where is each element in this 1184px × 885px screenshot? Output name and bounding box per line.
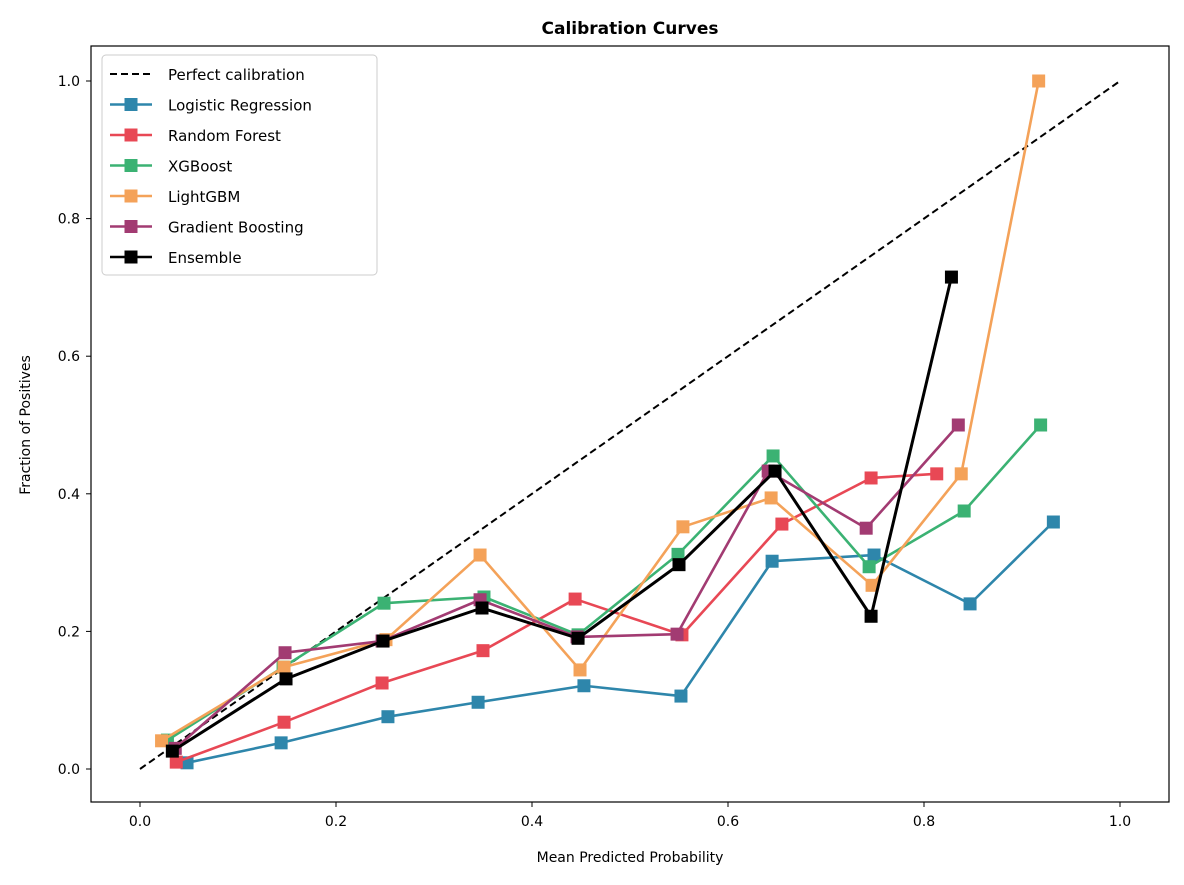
- y-axis-label: Fraction of Positives: [18, 355, 34, 495]
- logistic-regression-point: [765, 554, 779, 568]
- logistic-regression-point: [577, 679, 591, 693]
- plot-frame: [90, 45, 1170, 803]
- legend-label-perfect-calibration: Perfect calibration: [168, 66, 305, 84]
- legend-label-lightgbm: LightGBM: [168, 188, 240, 206]
- lightgbm-point: [1032, 74, 1046, 88]
- logistic-regression-point: [471, 695, 485, 709]
- legend-marker-random-forest: [124, 128, 138, 142]
- xgboost-point: [766, 449, 780, 463]
- x-tick-label: 0.2: [325, 814, 347, 830]
- random-forest-point: [930, 467, 944, 481]
- lightgbm-point: [676, 520, 690, 534]
- y-tick-label: 1.0: [58, 74, 80, 90]
- xgboost-point: [1034, 418, 1048, 432]
- legend-label-ensemble: Ensemble: [168, 249, 242, 267]
- y-tick-label: 0.6: [58, 349, 80, 365]
- y-tick-label: 0.0: [58, 762, 80, 778]
- legend-label-xgboost: XGBoost: [168, 158, 232, 176]
- lightgbm-point: [573, 663, 587, 677]
- ensemble-point: [768, 464, 782, 478]
- legend-marker-gradient-boosting: [124, 220, 138, 233]
- logistic-regression-point: [963, 597, 977, 611]
- ensemble-point: [475, 601, 489, 615]
- x-tick-label: 0.0: [129, 814, 151, 830]
- random-forest-point: [375, 676, 389, 690]
- x-tick-label: 1.0: [1109, 814, 1131, 830]
- gradient-boosting-point: [951, 418, 965, 432]
- ensemble-point: [864, 609, 878, 623]
- legend-label-gradient-boosting: Gradient Boosting: [168, 219, 304, 237]
- lightgbm-point: [954, 467, 968, 481]
- random-forest-point: [476, 644, 490, 658]
- x-tick-label: 0.8: [913, 814, 935, 830]
- lightgbm-point: [277, 660, 291, 674]
- gradient-boosting-point: [859, 521, 873, 535]
- legend-box: [101, 54, 378, 276]
- lightgbm-point: [865, 578, 879, 592]
- xgboost-point: [377, 596, 391, 610]
- lightgbm-point: [764, 491, 778, 505]
- y-tick-label: 0.2: [58, 624, 80, 640]
- logistic-regression-point: [274, 736, 288, 750]
- logistic-regression-point: [381, 710, 395, 724]
- ensemble-point: [672, 558, 686, 572]
- legend-marker-logistic-regression: [124, 98, 138, 111]
- x-axis-label: Mean Predicted Probability: [537, 850, 724, 866]
- ensemble-point: [376, 634, 390, 648]
- random-forest-point: [169, 755, 183, 769]
- legend-label-logistic-regression: Logistic Regression: [168, 97, 312, 115]
- logistic-regression-point: [674, 689, 688, 703]
- random-forest-point: [775, 517, 789, 531]
- xgboost-point: [862, 560, 876, 574]
- xgboost-line: [166, 424, 1042, 742]
- legend-marker-lightgbm: [124, 189, 138, 203]
- x-tick-label: 0.6: [717, 814, 739, 830]
- xgboost-point: [671, 547, 685, 561]
- legend-label-random-forest: Random Forest: [168, 127, 281, 145]
- gradient-boosting-line: [174, 424, 960, 750]
- ensemble-point: [165, 744, 179, 758]
- x-tick-label: 0.4: [521, 814, 543, 830]
- lightgbm-point: [155, 734, 169, 748]
- legend-marker-xgboost: [124, 159, 138, 172]
- y-tick-label: 0.4: [58, 487, 80, 503]
- legend-marker-ensemble: [124, 250, 138, 264]
- lightgbm-point: [473, 548, 487, 562]
- ensemble-point: [279, 672, 293, 686]
- ensemble-point: [944, 270, 958, 284]
- random-forest-point: [277, 715, 291, 729]
- logistic-regression-point: [1046, 515, 1060, 529]
- chart-title: Calibration Curves: [542, 19, 719, 39]
- random-forest-point: [864, 471, 878, 485]
- logistic-regression-line: [186, 521, 1055, 765]
- logistic-regression-point: [867, 548, 881, 562]
- ensemble-point: [571, 631, 585, 645]
- gradient-boosting-point: [278, 646, 292, 660]
- random-forest-point: [568, 592, 582, 606]
- xgboost-point: [957, 504, 971, 518]
- legend: Perfect calibration Logistic Regression Ra…: [101, 54, 378, 276]
- y-tick-label: 0.8: [58, 212, 80, 228]
- gradient-boosting-point: [670, 627, 684, 641]
